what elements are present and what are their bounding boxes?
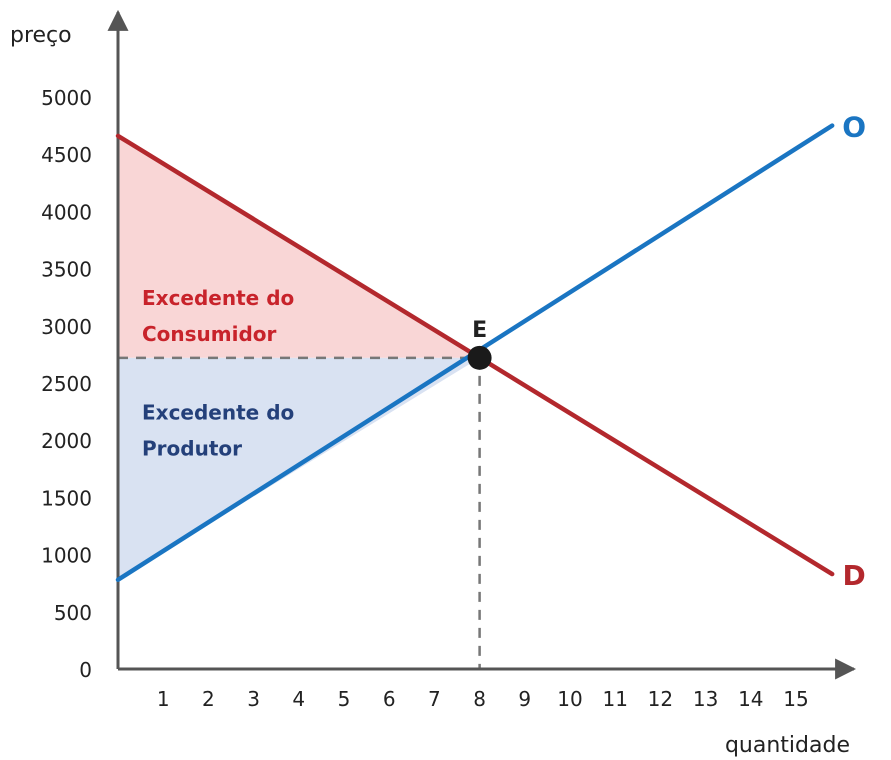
x-tick-label: 12 — [648, 687, 673, 711]
x-tick-label: 1 — [157, 687, 170, 711]
y-tick-label: 4000 — [41, 200, 92, 224]
y-tick-label: 4500 — [41, 143, 92, 167]
x-tick-label: 9 — [518, 687, 531, 711]
y-tick-label: 2000 — [41, 429, 92, 453]
y-tick-label: 500 — [54, 601, 92, 625]
x-axis-title: quantidade — [725, 733, 850, 758]
y-tick-label: 3000 — [41, 315, 92, 339]
y-tick-label: 2500 — [41, 372, 92, 396]
supply-label: O — [842, 111, 866, 144]
x-tick-label: 15 — [783, 687, 808, 711]
producer-surplus-label-line-2: Produtor — [142, 437, 242, 461]
x-tick-label: 3 — [247, 687, 260, 711]
x-tick-label: 4 — [292, 687, 305, 711]
x-tick-label: 11 — [602, 687, 627, 711]
x-tick-label: 13 — [693, 687, 718, 711]
x-tick-label: 7 — [428, 687, 441, 711]
x-tick-label: 8 — [473, 687, 486, 711]
y-axis-title: preço — [10, 23, 72, 48]
equilibrium-label: E — [472, 318, 487, 343]
equilibrium-point — [467, 345, 492, 370]
y-tick-label: 5000 — [41, 86, 92, 110]
x-tick-label: 10 — [557, 687, 582, 711]
x-tick-label: 5 — [338, 687, 351, 711]
x-tick-label: 14 — [738, 687, 763, 711]
y-tick-label: 0 — [79, 658, 92, 682]
consumer-surplus-label-line-2: Consumidor — [142, 322, 277, 346]
consumer-surplus-label-line-1: Excedente do — [142, 286, 294, 310]
demand-label: D — [843, 559, 866, 592]
x-tick-label: 6 — [383, 687, 396, 711]
y-tick-label: 3500 — [41, 258, 92, 282]
y-tick-label: 1000 — [41, 544, 92, 568]
x-tick-label: 2 — [202, 687, 215, 711]
producer-surplus-label-line-1: Excedente do — [142, 401, 294, 425]
y-tick-label: 1500 — [41, 486, 92, 510]
